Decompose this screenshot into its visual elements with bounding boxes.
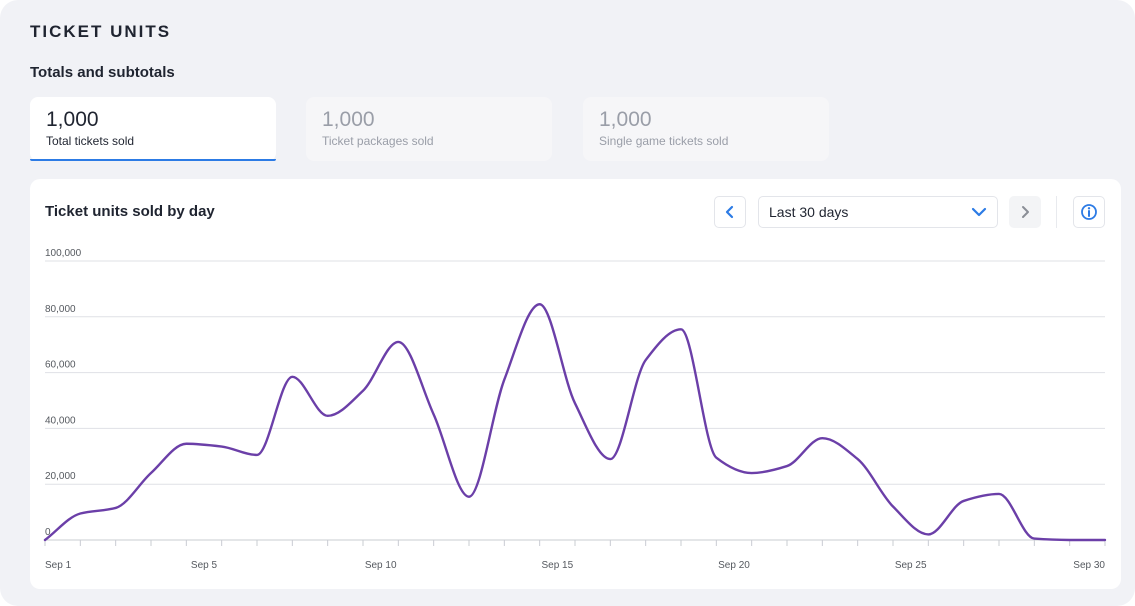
stat-label: Single game tickets sold (599, 134, 729, 148)
x-tick-label: Sep 15 (541, 560, 573, 571)
date-range-select[interactable]: Last 30 days (758, 196, 998, 228)
chart-title: Ticket units sold by day (45, 203, 215, 220)
y-tick-label: 80,000 (45, 304, 76, 315)
y-tick-label: 60,000 (45, 360, 76, 371)
y-tick-label: 20,000 (45, 471, 76, 482)
x-tick-label: Sep 25 (895, 560, 927, 571)
y-tick-label: 40,000 (45, 415, 76, 426)
y-tick-label: 0 (45, 527, 51, 538)
chart-card: Ticket units sold by day Last 30 days (30, 179, 1121, 589)
previous-range-button[interactable] (714, 196, 746, 228)
x-tick-label: Sep 30 (1073, 560, 1105, 571)
stat-value: 1,000 (599, 108, 652, 131)
stat-card-total-tickets[interactable]: 1,000 Total tickets sold (30, 97, 276, 161)
section-title: TICKET UNITS (30, 22, 172, 41)
chevron-right-icon (1022, 206, 1029, 218)
x-tick-label: Sep 5 (191, 560, 218, 571)
date-range-value: Last 30 days (769, 204, 849, 220)
line-chart: 0 20,000 40,000 60,000 80,000 100,000 Sep 1 Sep… (43, 248, 1107, 571)
stat-value: 1,000 (322, 108, 375, 131)
y-tick-label: 100,000 (45, 248, 82, 259)
info-icon (1081, 204, 1097, 220)
stat-label: Total tickets sold (46, 134, 135, 148)
x-tick-label: Sep 10 (365, 560, 397, 571)
chevron-left-icon (725, 205, 734, 219)
stat-label: Ticket packages sold (322, 134, 434, 148)
toolbar-divider (1056, 196, 1057, 228)
x-tick-label: Sep 20 (718, 560, 750, 571)
stat-value: 1,000 (46, 108, 99, 131)
totals-subtitle: Totals and subtotals (30, 64, 175, 81)
next-range-button[interactable] (1009, 196, 1041, 228)
info-button[interactable] (1073, 196, 1105, 228)
x-tick-label: Sep 1 (45, 560, 72, 571)
series-line-ticket-units (43, 303, 1107, 542)
chevron-down-icon (971, 207, 987, 217)
stat-card-single-game-tickets[interactable]: 1,000 Single game tickets sold (583, 97, 829, 161)
stat-card-ticket-packages[interactable]: 1,000 Ticket packages sold (306, 97, 552, 161)
